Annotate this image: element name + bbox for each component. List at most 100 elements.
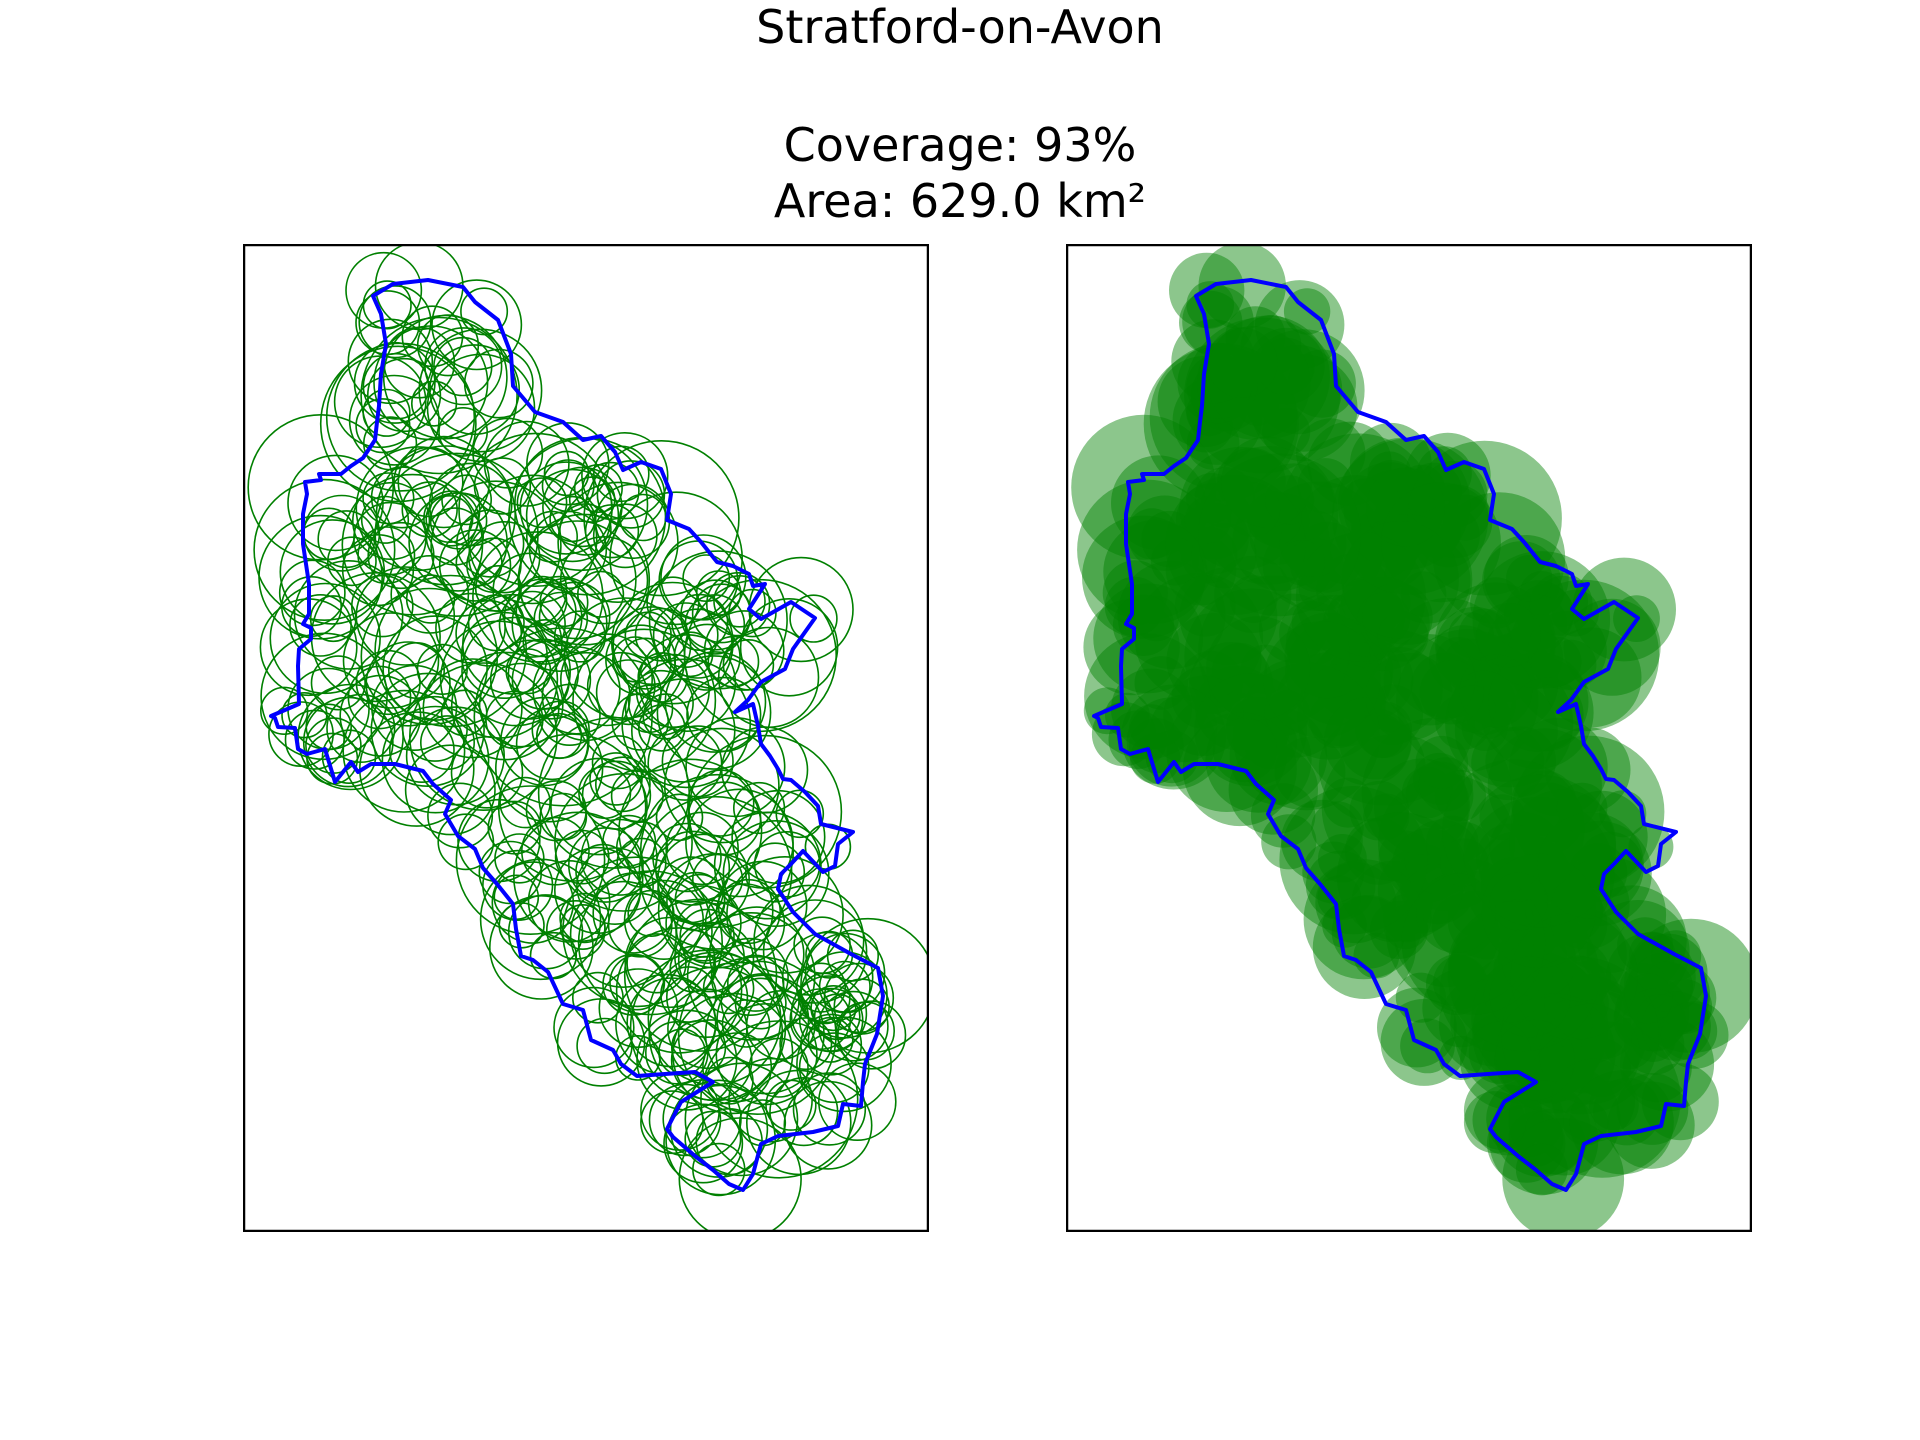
coverage-circle-filled <box>1287 349 1356 418</box>
coverage-circle-filled <box>1382 503 1434 555</box>
coverage-circle-filled <box>1323 697 1412 786</box>
coverage-circle-filled <box>1134 656 1189 710</box>
coverage-circle-filled <box>1623 918 1752 1053</box>
coverage-circle-filled <box>1419 660 1484 725</box>
coverage-circle-filled <box>1515 584 1574 643</box>
coverage-circle <box>438 406 489 457</box>
coverage-circle-filled <box>1481 853 1596 968</box>
coverage-circle <box>559 892 610 944</box>
coverage-circle-filled <box>1362 582 1433 653</box>
coverage-circle-filled <box>1439 927 1565 1053</box>
coverage-circle-filled <box>1225 482 1281 537</box>
coverage-circle <box>538 581 611 654</box>
coverage-circle-filled <box>1510 677 1584 752</box>
coverage-circle-filled <box>1179 398 1233 453</box>
coverage-circle-filled <box>1316 553 1390 627</box>
coverage-circle <box>374 452 539 617</box>
coverage-circle-filled <box>1258 593 1329 663</box>
coverage-circle-filled <box>1335 576 1430 672</box>
coverage-circle-filled <box>1134 572 1264 702</box>
coverage-circle-filled <box>1189 642 1273 726</box>
coverage-circle <box>553 610 607 663</box>
coverage-circle-filled <box>1416 446 1472 502</box>
coverage-circle <box>559 633 653 727</box>
coverage-circle-filled <box>1461 652 1511 702</box>
coverage-circle-filled <box>1529 1057 1576 1104</box>
coverage-circle-filled <box>1471 726 1545 801</box>
district-boundary <box>1092 278 1708 1192</box>
coverage-circle <box>478 662 564 748</box>
coverage-circle-filled <box>1526 963 1577 1014</box>
coverage-circle-filled <box>1331 894 1406 969</box>
coverage-circle <box>577 870 723 1016</box>
coverage-circle <box>289 593 352 657</box>
coverage-circle-filled <box>1263 621 1381 738</box>
coverage-circle-filled <box>1250 354 1358 462</box>
coverage-circle <box>489 639 571 720</box>
coverage-circle-filled <box>1550 955 1607 1012</box>
coverage-circle-filled <box>1367 451 1412 496</box>
coverage-circle-filled <box>1184 496 1232 544</box>
coverage-circle-filled <box>1399 844 1453 899</box>
panel-frame <box>243 244 929 1232</box>
coverage-circle <box>382 615 488 721</box>
coverage-circle-filled <box>1642 961 1693 1012</box>
coverage-circle-filled <box>1171 666 1234 729</box>
coverage-circle-filled <box>1378 830 1432 884</box>
coverage-circle <box>545 900 606 960</box>
coverage-circle <box>627 669 694 736</box>
coverage-circle-filled <box>1321 734 1469 882</box>
coverage-circle-filled <box>1387 598 1508 719</box>
coverage-circle-filled <box>1586 900 1690 1003</box>
coverage-circle-filled <box>1336 812 1466 942</box>
coverage-circle-filled <box>1179 650 1243 715</box>
coverage-circle-filled <box>1435 693 1492 750</box>
coverage-circle-filled <box>1397 464 1446 513</box>
coverage-circle-filled <box>1211 642 1268 699</box>
coverage-circle-filled <box>1448 917 1538 1008</box>
coverage-circle-filled <box>1186 473 1237 524</box>
coverage-circle-filled <box>1362 684 1423 746</box>
coverage-circle-filled <box>1317 875 1362 920</box>
coverage-circle <box>635 653 710 729</box>
coverage-circle-filled <box>1282 433 1435 587</box>
coverage-circle-filled <box>1529 572 1593 636</box>
coverage-circle-filled <box>1256 337 1315 396</box>
coverage-circle-filled <box>1577 885 1687 995</box>
coverage-circle-filled <box>1252 344 1343 435</box>
coverage-circle-filled <box>1265 475 1315 525</box>
coverage-circle-filled <box>1448 685 1496 733</box>
coverage-circle <box>745 1069 852 1176</box>
coverage-circle <box>401 481 458 538</box>
coverage-circle-filled <box>1311 801 1364 854</box>
coverage-circle-filled <box>1555 790 1648 884</box>
coverage-circle-filled <box>1262 407 1311 456</box>
coverage-circle <box>640 1090 704 1155</box>
coverage-circle-filled <box>1470 577 1522 629</box>
coverage-circle-filled <box>1127 495 1203 571</box>
coverage-circle-filled <box>1295 531 1426 662</box>
coverage-circle <box>352 481 431 561</box>
coverage-circle <box>779 1017 833 1071</box>
coverage-circle-filled <box>1313 640 1393 719</box>
coverage-circle-filled <box>1296 418 1366 488</box>
coverage-circle-filled <box>1487 1104 1566 1183</box>
coverage-circle <box>594 756 651 813</box>
coverage-circle-filled <box>1534 938 1612 1016</box>
coverage-circle <box>686 912 816 1041</box>
coverage-circle-filled <box>1647 963 1717 1033</box>
coverage-circle-filled <box>1525 1033 1595 1102</box>
coverage-circle-filled <box>1476 823 1544 892</box>
coverage-circle-filled <box>1589 1080 1639 1131</box>
coverage-circle <box>528 510 608 590</box>
coverage-circle <box>682 554 731 603</box>
coverage-circle <box>686 676 762 753</box>
coverage-circle <box>373 325 489 441</box>
coverage-circle-filled <box>1349 780 1410 841</box>
coverage-circle <box>525 468 620 563</box>
coverage-circle-filled <box>1205 706 1312 813</box>
coverage-circle-filled <box>1431 893 1495 957</box>
coverage-circle-filled <box>1177 342 1258 424</box>
coverage-circle-filled <box>1515 1143 1568 1196</box>
coverage-circle-filled <box>1622 1033 1692 1103</box>
